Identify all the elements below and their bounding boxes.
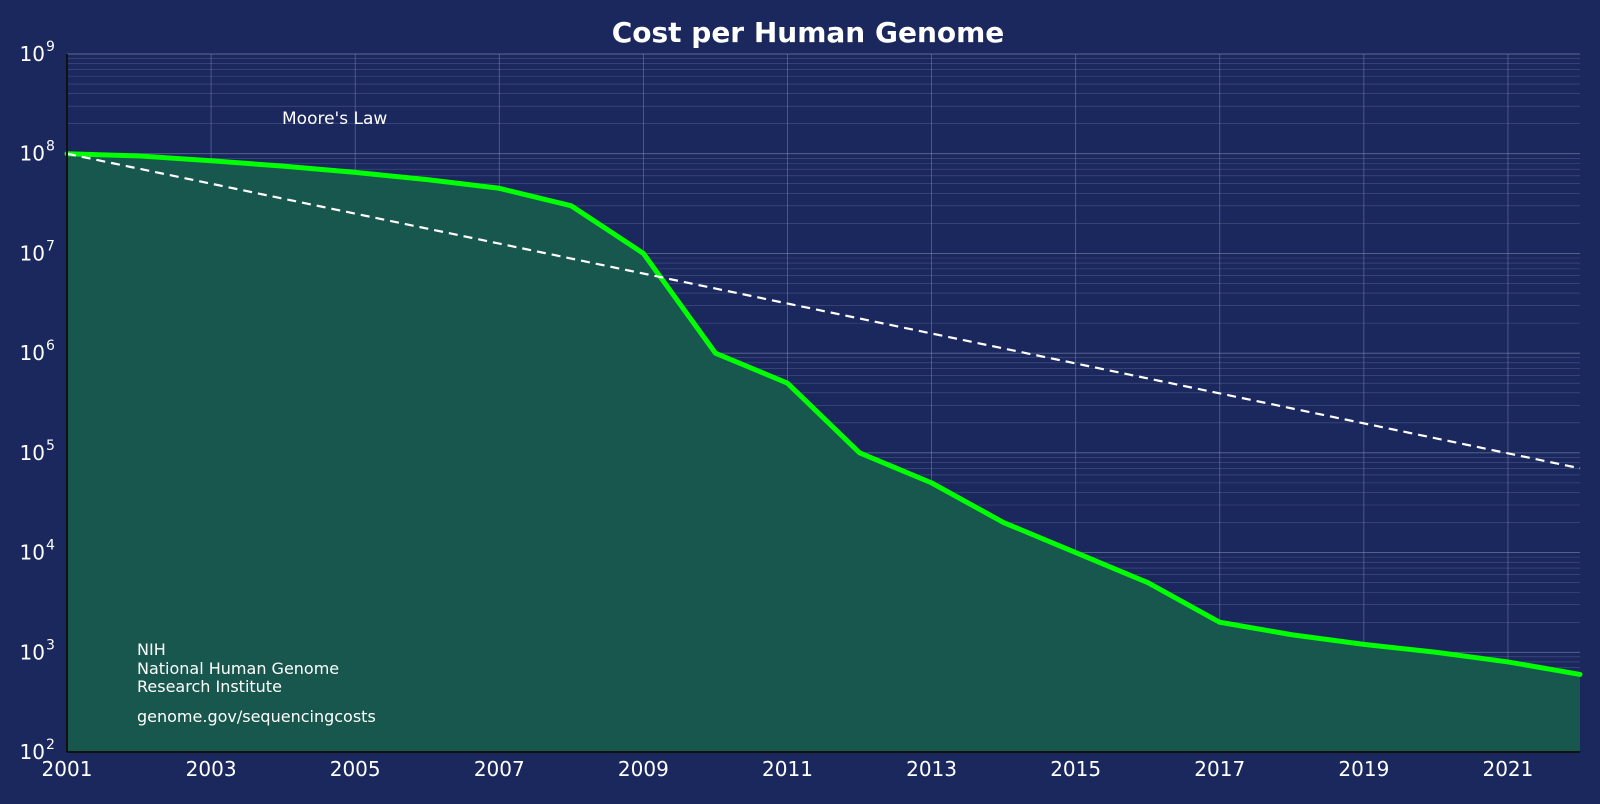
x-tick-label: 2019 [1338,757,1389,781]
chart-title: Cost per Human Genome [612,16,1005,49]
x-tick-label: 2021 [1482,757,1533,781]
x-tick-label: 2011 [762,757,813,781]
y-tick-label: 10 [20,42,45,66]
source-url: genome.gov/sequencingcosts [137,707,376,726]
y-tick-exponent: 5 [46,438,55,454]
moores-law-line [66,152,1581,470]
y-tick-label: 10 [20,241,45,265]
data-point [713,351,718,356]
data-point [209,158,214,163]
area-layer [67,153,1580,752]
y-tick-exponent: 9 [46,39,55,55]
moores-law-label: Moore's Law [282,109,387,129]
data-point [641,251,646,256]
data-point [857,450,862,455]
data-point [353,170,358,175]
data-point [1361,642,1366,647]
y-tick-label: 10 [20,740,45,764]
x-tick-label: 2013 [906,757,957,781]
x-tick-label: 2003 [186,757,237,781]
data-point [1073,550,1078,555]
x-tick-label: 2009 [618,757,669,781]
data-point [1001,520,1006,525]
data-point [281,164,286,169]
label-layer: Cost per Human Genome Moore's Law NIH Na… [137,16,1004,726]
y-tick-exponent: 7 [46,238,55,254]
y-tick-label: 10 [20,541,45,565]
data-point [929,480,934,485]
y-tick-exponent: 4 [46,538,55,554]
data-point [497,186,502,191]
y-tick-label: 10 [20,142,45,166]
x-tick-label: 2001 [42,757,93,781]
source-line-3: Research Institute [137,677,282,696]
y-tick-exponent: 6 [46,338,55,354]
y-tick-exponent: 3 [46,637,55,653]
x-tick-label: 2017 [1194,757,1245,781]
x-tick-label: 2005 [330,757,381,781]
data-point [1145,580,1150,585]
line-layer [64,151,1583,677]
data-point [569,203,574,208]
cost-area-fill [67,153,1580,752]
y-tick-label: 10 [20,441,45,465]
data-point [137,153,142,158]
y-tick-exponent: 8 [46,139,55,155]
data-point [1505,659,1510,664]
y-tick-label: 10 [20,341,45,365]
data-point [785,381,790,386]
x-tick-label: 2007 [474,757,525,781]
data-point [1289,632,1294,637]
data-point [1433,650,1438,655]
data-point [425,177,430,182]
source-line-1: NIH [137,640,166,659]
source-line-2: National Human Genome [137,659,339,678]
data-point [1578,672,1582,677]
axis-layer: 2001 2003 2005 2007 2009 2011 2013 2015 2017 2019… [20,39,1580,781]
y-tick-exponent: 2 [46,737,55,753]
x-tick-label: 2015 [1050,757,1101,781]
y-tick-label: 10 [20,640,45,664]
data-point [1217,620,1222,625]
sequencing-cost-line [64,151,1583,677]
